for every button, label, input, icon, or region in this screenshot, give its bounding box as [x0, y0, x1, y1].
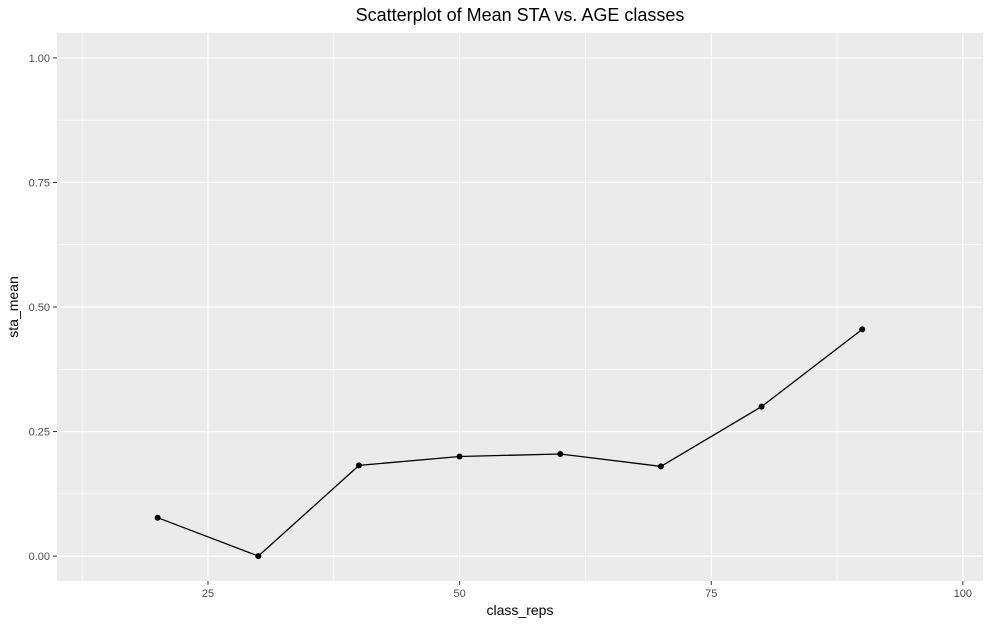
major-gridlines: [57, 33, 983, 581]
y-axis-title: sta_mean: [5, 276, 21, 337]
data-point: [456, 453, 463, 460]
x-tick-label: 100: [954, 588, 972, 600]
y-tick-label: 1.00: [29, 53, 50, 65]
axis-ticks: [53, 57, 964, 585]
series-layer: [154, 326, 866, 560]
data-point: [255, 553, 262, 560]
data-point: [355, 462, 362, 469]
data-point: [657, 463, 664, 470]
x-tick-label: 25: [202, 588, 214, 600]
x-tick-label: 75: [705, 588, 717, 600]
chart-title: Scatterplot of Mean STA vs. AGE classes: [356, 5, 685, 25]
data-point: [758, 403, 765, 410]
series-line: [157, 328, 863, 557]
data-point: [859, 326, 866, 333]
x-axis-title: class_reps: [487, 602, 554, 618]
data-point: [154, 514, 161, 521]
y-tick-label: 0.50: [29, 302, 50, 314]
y-tick-label: 0.75: [29, 177, 50, 189]
data-point: [557, 450, 564, 457]
y-tick-label: 0.25: [29, 427, 50, 439]
tick-labels: 25 50 75 100 0.00 0.25 0.50 0.75 1.00: [29, 53, 972, 600]
x-tick-label: 50: [453, 588, 465, 600]
y-tick-label: 0.00: [29, 551, 50, 563]
